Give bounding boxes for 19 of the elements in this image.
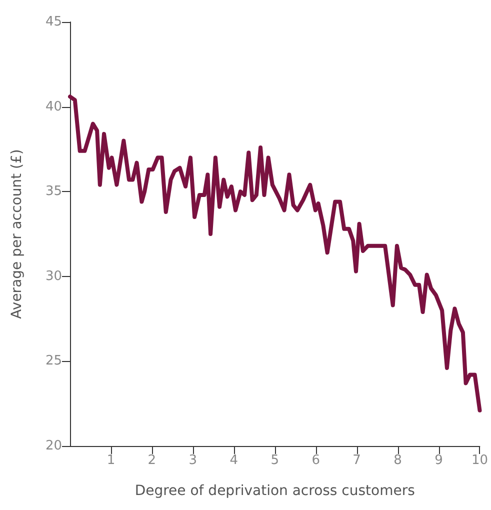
x-tick-label: 4 <box>230 453 238 468</box>
y-tick-label: 35 <box>45 184 62 200</box>
y-tick-label: 30 <box>45 268 62 284</box>
line-series <box>68 94 482 412</box>
x-axis-title: Degree of deprivation across customers <box>134 483 415 499</box>
x-tick-label: 3 <box>188 453 198 468</box>
x-tick-label: 1 <box>106 453 116 468</box>
y-tick-label: 40 <box>45 99 62 114</box>
x-tick-label: 7 <box>352 453 361 468</box>
x-tick-label: 8 <box>394 453 402 468</box>
y-tick-label: 25 <box>45 354 62 369</box>
x-tick-label: 5 <box>270 453 280 468</box>
x-tick-label: 6 <box>312 453 320 468</box>
y-tick-label: 20 <box>45 438 62 454</box>
x-tick-label: 10 <box>471 453 488 468</box>
y-axis-title: Average per account (£) <box>9 149 25 319</box>
x-tick-label: 9 <box>434 453 443 468</box>
x-tick-label: 2 <box>148 453 156 468</box>
y-tick-label: 45 <box>45 14 62 30</box>
